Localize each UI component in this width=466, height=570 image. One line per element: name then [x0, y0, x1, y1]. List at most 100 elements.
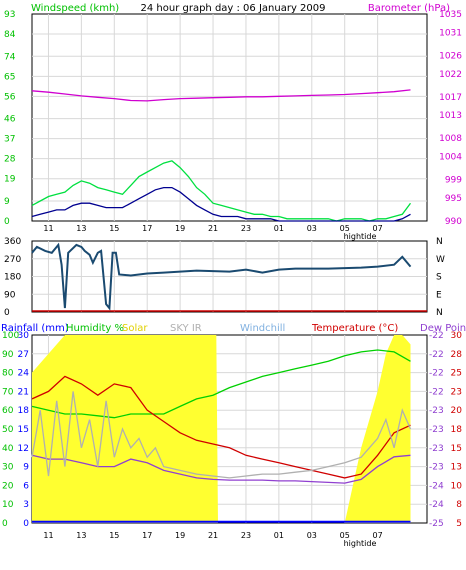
tick-left-rain: 6 — [23, 481, 29, 491]
series-windspeed-average — [31, 186, 411, 222]
tick-right-compass: N — [436, 237, 443, 247]
tick-left-windspeed: 19 — [4, 175, 16, 185]
tick-right-dewpoint: -23 — [429, 425, 444, 435]
tick-left-rain: 12 — [18, 444, 29, 454]
tick-left-humidity: 40 — [2, 444, 14, 454]
tick-left-rain: 9 — [23, 463, 29, 473]
legend-temperature: Temperature (°C) — [311, 323, 398, 334]
tick-right-compass: N — [436, 308, 443, 318]
tick-left-rain: 21 — [18, 387, 29, 397]
tick-left-direction: 360 — [4, 237, 21, 247]
panel-wind-frame — [31, 13, 428, 222]
chart-title: 24 hour graph day : 06 January 2009 — [141, 3, 326, 14]
tick-right-barometer: 1013 — [439, 111, 462, 121]
barometer-axis-title: Barometer (hPa) — [368, 3, 450, 14]
panel-direction-ticks: 0 N 90 E 180 S 270 W 360 N — [4, 237, 445, 318]
tick-left-windspeed: 65 — [4, 72, 15, 82]
tick-left-direction: 0 — [4, 308, 10, 318]
panel-wind-series — [31, 89, 412, 222]
tick-left-windspeed: 28 — [4, 155, 16, 165]
panel-wind-grid — [32, 14, 427, 221]
tick-right-dewpoint: -22 — [429, 350, 444, 360]
tick-right-barometer: 1022 — [439, 70, 462, 80]
tick-left-humidity: 50 — [2, 425, 14, 435]
tick-x-hour: 15 — [109, 224, 119, 233]
windspeed-axis-title: Windspeed (kmh) — [31, 3, 119, 14]
tick-x-hour: 07 — [373, 224, 383, 233]
legend-rainfall: Rainfall (mm) — [1, 323, 69, 334]
series-windspeed-gust — [31, 160, 412, 222]
tick-x-hour: 03 — [307, 531, 317, 540]
tick-x-hour: 07 — [373, 531, 383, 540]
tick-x-hour: 21 — [208, 531, 218, 540]
tick-right-barometer: 1035 — [439, 10, 462, 20]
tick-left-windspeed: 93 — [4, 10, 15, 20]
tick-left-rain: 24 — [18, 369, 30, 379]
legend-solar: Solar — [122, 323, 148, 334]
tick-right-temperature: 10 — [451, 481, 463, 491]
tick-left-windspeed: 74 — [4, 52, 16, 62]
tick-right-temperature: 30 — [451, 331, 463, 341]
tick-right-dewpoint: -22 — [429, 331, 444, 341]
tick-left-direction: 270 — [4, 255, 21, 265]
tick-x-hour: 17 — [142, 224, 152, 233]
tick-right-dewpoint: -22 — [429, 369, 444, 379]
tick-left-humidity: 30 — [2, 463, 14, 473]
tick-left-rain: 0 — [23, 519, 29, 529]
tick-left-humidity: 80 — [2, 369, 14, 379]
tick-x-hour: 15 — [109, 531, 119, 540]
series-barometer — [31, 89, 411, 102]
tick-x-hour: 23 — [241, 531, 251, 540]
tick-x-hour: 19 — [175, 224, 185, 233]
tick-x-hour: 17 — [142, 531, 152, 540]
tick-right-dewpoint: -23 — [429, 444, 444, 454]
tick-x-hour: 03 — [307, 224, 317, 233]
tick-right-dewpoint: -22 — [429, 387, 444, 397]
tick-right-temperature: 18 — [451, 425, 463, 435]
panel-temperature-series — [31, 335, 412, 523]
legend-dewpoint: Dew Point — [420, 323, 466, 334]
panel-temperature-legend: Rainfall (mm) Humidity % Solar SKY IR Wi… — [1, 323, 466, 334]
series-sky-ir — [31, 391, 412, 479]
tick-x-hour: 01 — [274, 531, 284, 540]
tick-right-temperature: 8 — [456, 500, 462, 510]
tick-right-barometer: 1017 — [439, 93, 462, 103]
panel-temperature-hightide-label: hightide — [344, 539, 377, 548]
tick-x-hour: 23 — [241, 224, 251, 233]
tick-x-hour: 13 — [76, 531, 86, 540]
series-wind-direction — [31, 242, 412, 311]
tick-left-rain: 18 — [18, 406, 30, 416]
tick-x-hour: 01 — [274, 224, 284, 233]
tick-left-direction: 180 — [4, 273, 21, 283]
tick-right-barometer: 1004 — [439, 153, 462, 163]
legend-windchill: Windchill — [240, 323, 285, 334]
legend-humidity: Humidity % — [66, 323, 124, 334]
tick-x-hour: 13 — [76, 224, 86, 233]
tick-left-windspeed: 0 — [4, 217, 10, 227]
tick-right-compass: E — [436, 290, 442, 300]
tick-right-barometer: 990 — [445, 217, 462, 227]
tick-left-windspeed: 46 — [4, 115, 16, 125]
tick-right-temperature: 15 — [451, 444, 462, 454]
tick-left-windspeed: 37 — [4, 135, 15, 145]
tick-left-rain: 30 — [18, 331, 30, 341]
tick-right-temperature: 23 — [451, 387, 462, 397]
tick-x-hour: 21 — [208, 224, 218, 233]
series-temperature — [31, 375, 411, 479]
panel-wind-hightide-label: hightide — [344, 232, 377, 241]
tick-right-barometer: 1008 — [439, 134, 462, 144]
tick-right-barometer: 1031 — [439, 28, 462, 38]
tick-left-direction: 90 — [4, 290, 16, 300]
tick-x-hour: 11 — [43, 531, 53, 540]
tick-right-compass: W — [436, 255, 445, 265]
legend-sky-ir: SKY IR — [170, 323, 202, 334]
tick-right-dewpoint: -25 — [429, 519, 444, 529]
tick-right-temperature: 20 — [451, 406, 463, 416]
tick-right-dewpoint: -24 — [429, 500, 444, 510]
tick-left-humidity: 10 — [2, 500, 14, 510]
tick-right-barometer: 995 — [445, 194, 462, 204]
panel-wind-ticks: 0 9 19 28 37 46 56 65 74 84 93 990 995 999 1004 1008 101… — [4, 10, 462, 233]
tick-left-rain: 15 — [18, 425, 29, 435]
